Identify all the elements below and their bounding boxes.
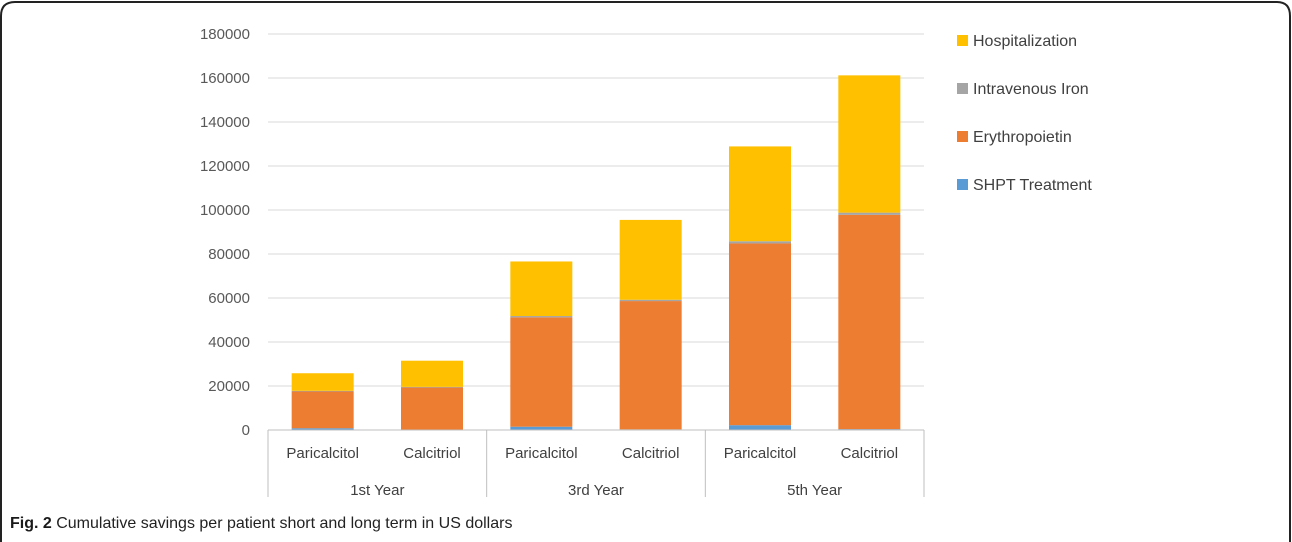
gridlines	[268, 33, 924, 387]
y-tick-label: 160000	[200, 70, 250, 87]
bar-segment-intravenous-iron	[401, 386, 463, 388]
legend-label: SHPT Treatment	[973, 177, 1092, 194]
legend-swatch	[957, 131, 968, 142]
caption-text: Cumulative savings per patient short and…	[51, 515, 513, 532]
x-category-label: Calcitriol	[622, 445, 680, 462]
y-tick-label: 180000	[200, 26, 250, 43]
bar-segment-erythropoietin	[510, 317, 573, 427]
legend-label: Hospitalization	[973, 33, 1077, 50]
figure-caption: Fig. 2 Cumulative savings per patient sh…	[10, 515, 512, 533]
legend-swatch	[957, 35, 968, 46]
legend-swatch	[957, 83, 968, 94]
bar-segment-erythropoietin	[291, 391, 354, 429]
bar-segment-hospitalization	[729, 146, 791, 242]
bar-segment-erythropoietin	[619, 301, 682, 430]
y-tick-label: 60000	[208, 290, 250, 307]
y-tick-label: 80000	[208, 246, 250, 263]
legend-swatch	[957, 179, 968, 190]
bar-segment-intravenous-iron	[838, 212, 901, 215]
x-axis: Paricalcitol Calcitriol Paricalcitol Calcit…	[267, 429, 925, 499]
bar-segment-shpt-treatment	[510, 426, 573, 430]
y-tick-label: 100000	[200, 202, 250, 219]
x-category-label: Paricalcitol	[286, 445, 359, 462]
y-tick-label: 120000	[200, 158, 250, 175]
y-axis-ticks: 0 20000 40000 60000 80000 100000 120000 140000 1…	[200, 26, 250, 439]
bar-segment-intravenous-iron	[619, 299, 682, 302]
bar-segment-intravenous-iron	[729, 241, 791, 244]
bar-segment-shpt-treatment	[291, 428, 354, 430]
x-category-label: Calcitriol	[841, 445, 899, 462]
x-category-label: Paricalcitol	[724, 445, 797, 462]
legend-label: Erythropoietin	[973, 129, 1072, 146]
bar-segment-hospitalization	[510, 261, 573, 317]
bars	[291, 75, 901, 430]
x-group-label: 1st Year	[350, 482, 404, 499]
x-category-label: Calcitriol	[403, 445, 461, 462]
bar-segment-intravenous-iron	[291, 390, 354, 392]
bar-segment-shpt-treatment	[729, 425, 791, 430]
caption-prefix: Fig. 2	[10, 515, 52, 532]
x-category-label: Paricalcitol	[505, 445, 578, 462]
bar-segment-intravenous-iron	[510, 316, 573, 318]
y-tick-label: 40000	[208, 334, 250, 351]
x-group-label: 5th Year	[787, 482, 842, 499]
y-tick-label: 140000	[200, 114, 250, 131]
bar-segment-hospitalization	[619, 219, 682, 300]
bar-segment-hospitalization	[401, 360, 463, 387]
bar-segment-erythropoietin	[729, 243, 791, 426]
y-tick-label: 0	[242, 422, 250, 439]
bar-segment-hospitalization	[838, 75, 901, 213]
y-tick-label: 20000	[208, 378, 250, 395]
legend-label: Intravenous Iron	[973, 81, 1089, 98]
x-group-label: 3rd Year	[568, 482, 624, 499]
legend: Hospitalization Intravenous Iron Erythropo…	[957, 33, 1092, 194]
bar-segment-hospitalization	[291, 373, 354, 391]
bar-segment-erythropoietin	[401, 387, 463, 430]
bar-segment-erythropoietin	[838, 214, 901, 430]
